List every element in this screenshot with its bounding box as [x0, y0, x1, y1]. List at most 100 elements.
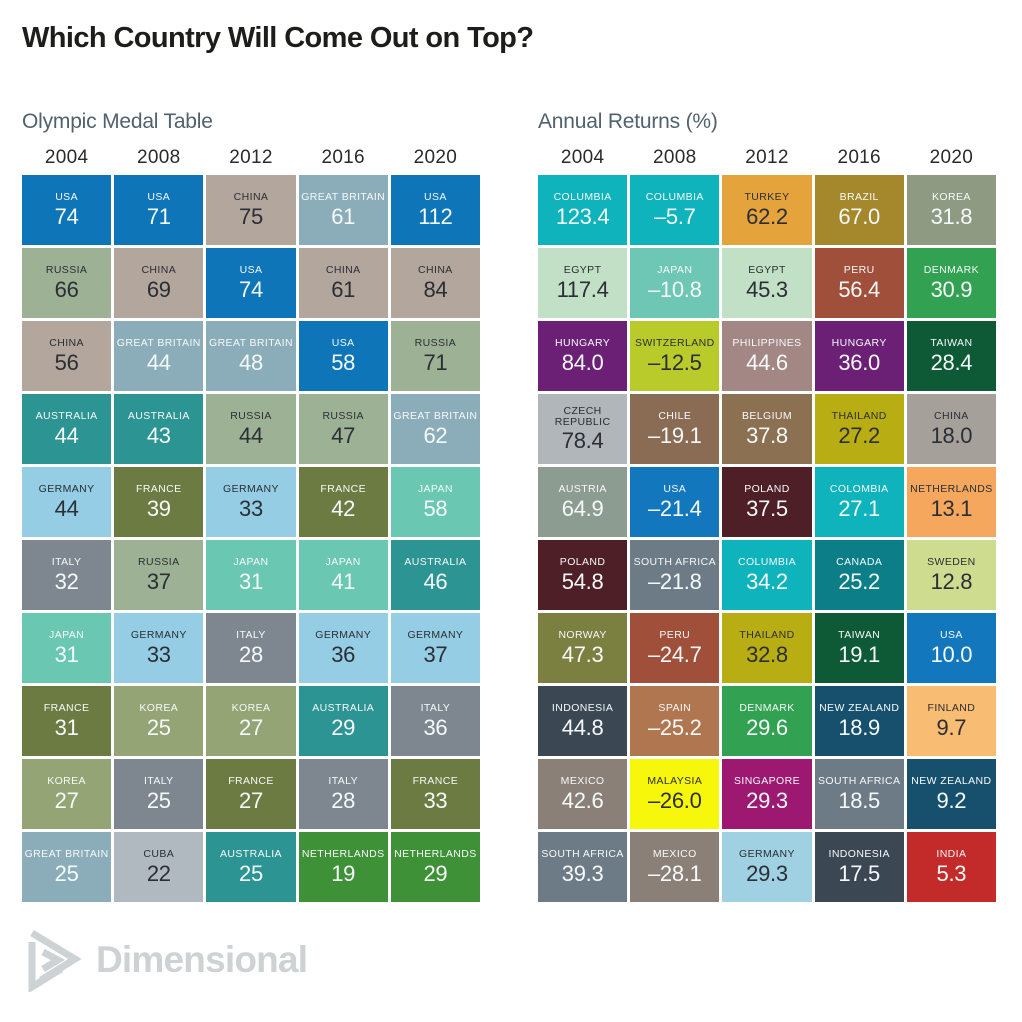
- tile-value: 27: [239, 787, 263, 813]
- tile-country-label: ITALY: [143, 775, 174, 788]
- tile-country-label: NEW ZEALAND: [819, 702, 900, 715]
- tile-country-label: GREAT BRITAIN: [116, 337, 201, 350]
- tile-country-label: POLAND: [744, 483, 790, 496]
- tile-value: 28: [239, 641, 263, 667]
- tile-value: 33: [146, 641, 171, 667]
- tile-value: 44.8: [561, 714, 604, 740]
- tile: COLUMBIA –5.7: [630, 175, 720, 245]
- tile-country-label: NETHERLANDS: [301, 848, 385, 861]
- tile-value: 31: [54, 714, 79, 740]
- tile-country-label: AUSTRALIA: [312, 702, 375, 715]
- tile: JAPAN 31: [22, 613, 112, 683]
- tile-country-label: PERU: [659, 629, 691, 642]
- tile-value: 42: [331, 495, 356, 521]
- tile-country-label: ITALY: [236, 629, 266, 642]
- tile-value: 74: [239, 276, 263, 302]
- tile-country-label: RUSSIA: [138, 556, 180, 569]
- tile: KOREA 25: [114, 686, 204, 756]
- tile: EGYPT 117.4: [538, 248, 628, 318]
- tile-value: 44: [146, 349, 171, 375]
- tile-value: 29: [423, 860, 448, 886]
- tile: DENMARK 30.9: [906, 248, 996, 318]
- tile-value: 18.9: [838, 714, 880, 740]
- tile: INDONESIA 44.8: [538, 686, 628, 756]
- tile-value: –28.1: [648, 860, 702, 886]
- tile-value: 17.5: [838, 860, 880, 886]
- year-label: 2016: [321, 147, 365, 168]
- tile-country-label: KOREA: [47, 775, 86, 788]
- tile: COLUMBIA 34.2: [722, 540, 812, 610]
- tile-country-label: COLOMBIA: [829, 483, 889, 496]
- year-label: 2008: [653, 147, 697, 168]
- tile-country-label: FRANCE: [43, 702, 90, 715]
- tile-country-label: RUSSIA: [414, 337, 457, 350]
- tile-country-label: SWEDEN: [927, 556, 976, 569]
- tile-country-label: KOREA: [139, 702, 179, 715]
- tile-value: –12.5: [648, 349, 702, 375]
- tile-country-label: GERMANY: [315, 629, 372, 642]
- tile: USA 74: [206, 248, 296, 318]
- tile-country-label: CUBA: [143, 848, 175, 861]
- tile-country-label: JAPAN: [417, 483, 453, 496]
- tile-value: 117.4: [556, 276, 609, 302]
- year-label: 2004: [44, 147, 89, 168]
- tile-country-label: THAILAND: [739, 629, 795, 642]
- tile-country-label: SINGAPORE: [733, 775, 800, 788]
- tile-value: 39.3: [561, 860, 604, 886]
- tile-country-label: SPAIN: [658, 702, 692, 715]
- tile-country-label: COLUMBIA: [737, 556, 797, 569]
- tile: SINGAPORE 29.3: [722, 759, 812, 829]
- tile-value: 25: [239, 860, 263, 886]
- tile-value: 25: [146, 714, 171, 740]
- tile: MEXICO –28.1: [630, 832, 720, 902]
- tile-value: –26.0: [648, 787, 702, 813]
- tile-country-label: AUSTRALIA: [35, 410, 98, 423]
- tile-value: 61: [331, 276, 356, 302]
- tile: SOUTH AFRICA –21.8: [630, 540, 720, 610]
- tile-value: 28.4: [930, 349, 973, 375]
- tile: ITALY 32: [22, 540, 112, 610]
- tile: RUSSIA 47: [298, 394, 388, 464]
- tile: AUSTRALIA 25: [206, 832, 296, 902]
- tile: NORWAY 47.3: [538, 613, 628, 683]
- tile-value: 112: [418, 203, 453, 229]
- tile-value: 32.8: [746, 641, 788, 667]
- tile-value: –5.7: [653, 203, 696, 229]
- tile-country-label: ITALY: [328, 775, 358, 788]
- tile-country-label: PERU: [843, 264, 875, 277]
- tile: SOUTH AFRICA 18.5: [814, 759, 904, 829]
- tile-country-label: AUSTRALIA: [220, 848, 282, 861]
- tile-value: –21.8: [648, 568, 702, 594]
- tile: CHINA 69: [114, 248, 204, 318]
- tile-value: 18.5: [838, 787, 880, 813]
- tile-value: 58: [331, 349, 356, 375]
- annual-returns-grid: COLUMBIA 123.4 COLUMBIA –5.7 TURKEY 62.2 BRAZI…: [538, 175, 996, 902]
- tile-country-label: AUSTRALIA: [127, 410, 190, 423]
- tile-country-label: SOUTH AFRICA: [541, 848, 624, 861]
- tile-country-label: MALAYSIA: [647, 775, 703, 788]
- tile-value: 28: [331, 787, 356, 813]
- tile-country-label: INDIA: [936, 848, 967, 861]
- tile-value: 27.1: [838, 495, 880, 521]
- tile-country-label: SOUTH AFRICA: [633, 556, 716, 569]
- tile-country-label: AUSTRIA: [558, 483, 607, 496]
- tile: CHINA 84: [390, 248, 480, 318]
- tile-country-label: CHINA: [418, 264, 453, 277]
- tile: POLAND 37.5: [722, 467, 812, 537]
- tile-country-label: NETHERLANDS: [394, 848, 477, 861]
- tile: GREAT BRITAIN 44: [114, 321, 204, 391]
- tile-country-label: JAPAN: [49, 629, 85, 642]
- tile: BRAZIL 67.0: [814, 175, 904, 245]
- tile: FRANCE 42: [298, 467, 388, 537]
- tile: GERMANY 44: [22, 467, 112, 537]
- tile-value: 56: [54, 349, 79, 375]
- tile-value: 9.2: [936, 787, 967, 813]
- tile-country-label: JAPAN: [657, 264, 693, 277]
- tile: SPAIN –25.2: [630, 686, 720, 756]
- tile-value: 64.9: [561, 495, 604, 521]
- tile-value: 22: [146, 860, 171, 886]
- tile: AUSTRALIA 46: [390, 540, 480, 610]
- tile-country-label: FINLAND: [927, 702, 976, 715]
- dimensional-logo-icon: [28, 930, 82, 992]
- year-label: 2008: [137, 147, 181, 168]
